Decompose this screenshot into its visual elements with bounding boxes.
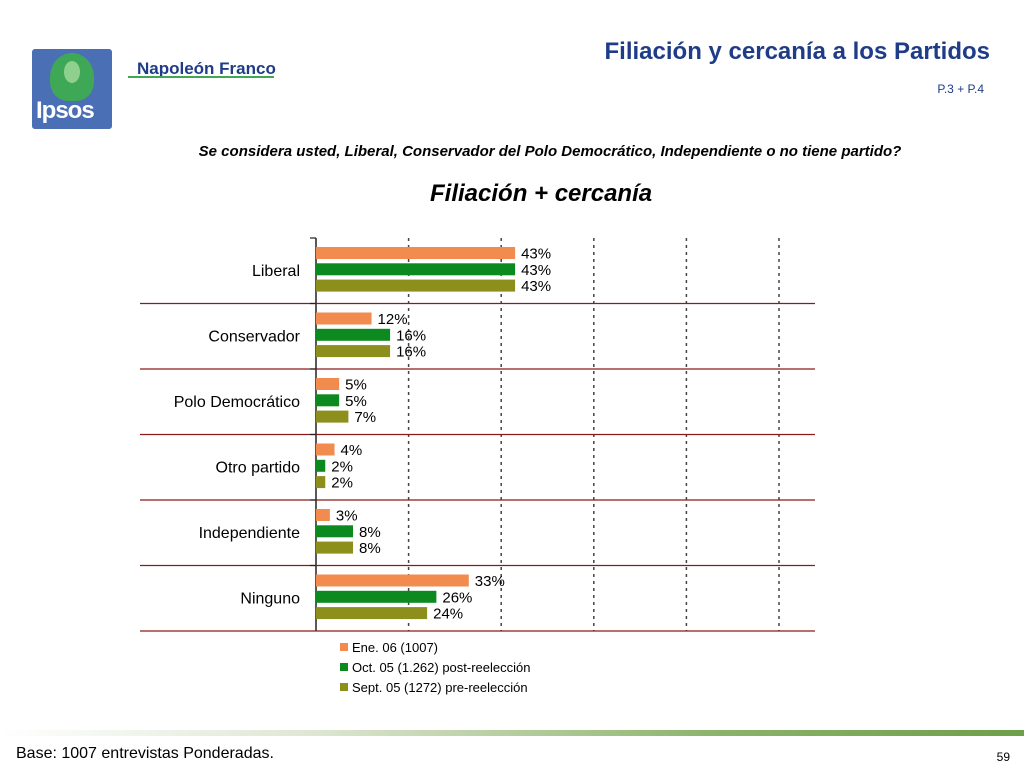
page-number: 59 xyxy=(996,750,1010,764)
bar-2-1 xyxy=(316,394,340,407)
page-title: Filiación y cercanía a los Partidos xyxy=(604,38,991,65)
brand-underline xyxy=(128,76,274,78)
bar-1-2 xyxy=(316,345,391,358)
bar-5-0 xyxy=(316,574,469,587)
category-label-5: Ninguno xyxy=(240,590,300,607)
category-label-2: Polo Democrático xyxy=(174,394,300,411)
footer-divider xyxy=(0,730,1024,736)
bar-1-0 xyxy=(316,312,372,325)
bar-3-0 xyxy=(316,443,335,456)
bar-1-1 xyxy=(316,328,391,341)
data-label-2-2: 7% xyxy=(354,409,376,426)
data-label-5-2: 24% xyxy=(433,606,463,623)
data-label-0-1: 43% xyxy=(521,262,551,279)
logo-text: Ipsos xyxy=(36,97,95,124)
data-label-4-0: 3% xyxy=(336,508,358,525)
data-label-3-1: 2% xyxy=(331,458,353,475)
data-label-4-1: 8% xyxy=(359,524,381,541)
legend-swatch-0 xyxy=(340,643,348,651)
data-label-1-0: 12% xyxy=(378,311,408,328)
logo-figure-icon xyxy=(50,53,94,101)
brand-name: Napoleón Franco xyxy=(137,59,276,78)
data-label-4-2: 8% xyxy=(359,540,381,557)
data-label-2-0: 5% xyxy=(345,377,367,394)
bar-2-2 xyxy=(316,410,349,423)
data-label-1-1: 16% xyxy=(396,327,426,344)
bar-4-1 xyxy=(316,525,354,538)
survey-question: Se considera usted, Liberal, Conservador… xyxy=(198,143,902,160)
bar-3-1 xyxy=(316,459,326,472)
bar-0-2 xyxy=(316,279,516,292)
bar-3-2 xyxy=(316,476,326,489)
legend-label-0: Ene. 06 (1007) xyxy=(352,640,438,655)
data-label-0-2: 43% xyxy=(521,278,551,295)
question-reference: P.3 + P.4 xyxy=(937,82,984,96)
bar-0-1 xyxy=(316,263,516,276)
bar-2-0 xyxy=(316,378,340,390)
legend-label-1: Oct. 05 (1.262) post-reelección xyxy=(352,660,530,675)
bar-4-0 xyxy=(316,509,330,521)
data-label-2-1: 5% xyxy=(345,393,367,410)
category-label-1: Conservador xyxy=(208,328,300,345)
bar-4-2 xyxy=(316,541,354,554)
category-label-4: Independiente xyxy=(199,525,301,542)
data-label-5-1: 26% xyxy=(442,589,472,606)
legend-label-2: Sept. 05 (1272) pre-reelección xyxy=(352,680,528,695)
category-label-0: Liberal xyxy=(252,263,300,280)
category-label-3: Otro partido xyxy=(216,459,301,476)
legend-swatch-2 xyxy=(340,683,348,691)
data-label-3-0: 4% xyxy=(341,442,363,459)
data-label-5-0: 33% xyxy=(475,573,505,590)
chart-title: Filiación + cercanía xyxy=(430,180,653,207)
data-label-3-2: 2% xyxy=(331,475,353,492)
data-label-1-2: 16% xyxy=(396,344,426,361)
ipsos-logo: Ipsos xyxy=(32,49,112,129)
footer-base-note: Base: 1007 entrevistas Ponderadas. xyxy=(16,745,274,762)
bar-5-1 xyxy=(316,590,437,603)
bar-0-0 xyxy=(316,247,516,259)
bar-5-2 xyxy=(316,607,428,620)
legend-swatch-1 xyxy=(340,663,348,671)
data-label-0-0: 43% xyxy=(521,246,551,263)
